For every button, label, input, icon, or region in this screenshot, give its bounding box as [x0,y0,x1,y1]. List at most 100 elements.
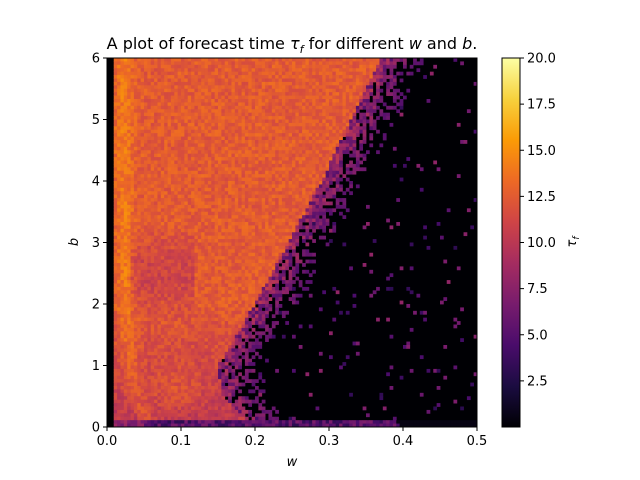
heatmap-cell [201,99,205,103]
heatmap-cell [137,263,142,267]
heatmap-cell [241,88,246,93]
heatmap-cell [144,208,148,213]
heatmap-cell [258,105,263,110]
heatmap-cell [322,201,327,206]
heatmap-cell [305,204,310,209]
heatmap-cell [150,194,155,199]
heatmap-cell [191,259,195,264]
heatmap-cell [177,177,182,182]
heatmap-cell [332,208,337,213]
heatmap-cell [281,273,286,278]
heatmap-cell [154,198,158,202]
heatmap-cell [231,99,236,103]
heatmap-cell [120,228,125,233]
heatmap-cell [140,122,145,127]
heatmap-cell [285,157,290,161]
heatmap-cell [127,252,131,257]
heatmap-cell [211,167,216,172]
heatmap-cell [302,126,306,131]
heatmap-cell [157,95,162,100]
heatmap-cell [413,58,417,62]
heatmap-cell [211,105,216,110]
heatmap-cell [275,174,279,178]
heatmap-cell [288,143,293,148]
heatmap-cell [446,208,451,213]
heatmap-cell [133,225,138,230]
heatmap-cell [234,68,239,73]
heatmap-cell [376,71,380,76]
heatmap-cell [194,184,199,189]
heatmap-cell [187,181,192,185]
heatmap-cell [174,105,179,110]
heatmap-cell [160,184,165,189]
heatmap-cell [285,61,290,66]
title-part: τ [290,34,300,53]
heatmap-cell [352,58,357,62]
heatmap-cell [204,201,209,206]
heatmap-cell [123,184,128,189]
heatmap-cell [207,61,212,66]
heatmap-cell [298,218,303,223]
heatmap-cell [255,191,259,196]
heatmap-cell [295,191,300,196]
heatmap-cell [292,78,296,83]
heatmap-cell [345,92,350,96]
heatmap-cell [268,143,273,148]
heatmap-cell [231,194,236,199]
heatmap-cell [221,136,226,141]
heatmap-cell [164,290,168,295]
heatmap-cell [154,228,158,233]
heatmap-cell [120,252,125,257]
heatmap-cell [352,126,357,131]
heatmap-cell [228,266,232,271]
heatmap-cell [207,242,212,247]
heatmap-cell [308,232,313,237]
heatmap-cell [170,187,175,192]
heatmap-cell [261,293,266,298]
heatmap-cell [271,218,276,223]
heatmap-cell [214,92,219,96]
heatmap-cell [187,119,192,124]
heatmap-cell [255,198,259,202]
heatmap-cell [318,146,323,151]
heatmap-cell [241,177,246,182]
heatmap-cell [285,228,290,233]
heatmap-cell [164,116,168,120]
heatmap-cell [113,146,118,151]
heatmap-cell [345,119,350,124]
heatmap-cell [170,198,175,202]
heatmap-cell [231,215,236,219]
heatmap-cell [147,140,152,144]
heatmap-cell [137,170,142,175]
heatmap-cell [191,99,195,103]
heatmap-cell [177,293,182,298]
heatmap-cell [409,290,414,295]
heatmap-cell [187,105,192,110]
heatmap-cell [137,167,142,172]
heatmap-cell [174,140,179,144]
heatmap-cell [362,119,367,124]
heatmap-cell [224,228,229,233]
heatmap-cell [302,191,306,196]
heatmap-cell [352,61,357,66]
title-part: b [462,34,472,53]
heatmap-cell [231,140,236,144]
heatmap-cell [258,218,263,223]
heatmap-cell [312,181,316,185]
heatmap-cell [191,242,195,247]
heatmap-cell [265,133,269,137]
heatmap-cell [197,263,202,267]
heatmap-cell [322,228,327,233]
heatmap-cell [123,140,128,144]
heatmap-cell [224,78,229,83]
heatmap-cell [150,116,155,120]
heatmap-cell [318,181,323,185]
heatmap-cell [409,64,414,69]
heatmap-cell [140,215,145,219]
heatmap-cell [261,61,266,66]
heatmap-cell [194,163,199,168]
heatmap-cell [345,167,350,172]
heatmap-cell [234,105,239,110]
heatmap-cell [194,194,199,199]
heatmap-cell [154,116,158,120]
